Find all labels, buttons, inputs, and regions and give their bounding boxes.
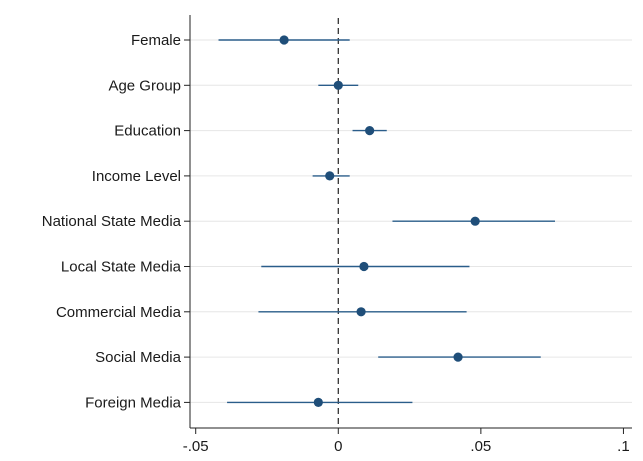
point-estimate [453, 352, 463, 362]
category-label: Local State Media [61, 259, 182, 276]
x-tick-label: -.05 [183, 438, 209, 455]
category-label: Income Level [92, 168, 181, 185]
point-estimate [313, 397, 323, 407]
category-label: Commercial Media [56, 304, 182, 321]
x-tick-label: .05 [470, 438, 491, 455]
labels: -.05 0 .05 .1 Female Age Group Education Income… [42, 32, 630, 455]
point-estimate [359, 261, 369, 272]
point-estimate [470, 216, 480, 226]
axes [184, 15, 632, 434]
data-marks [218, 35, 556, 407]
point-estimate [356, 307, 366, 317]
category-label: Foreign Media [85, 394, 182, 411]
point-estimate [333, 80, 343, 90]
x-tick-label: .1 [617, 438, 630, 455]
point-estimate [279, 35, 289, 45]
category-label: National State Media [42, 213, 182, 230]
category-label: Education [114, 123, 181, 140]
category-label: Age Group [108, 77, 181, 94]
category-label: Female [131, 32, 181, 49]
category-label: Social Media [95, 349, 182, 366]
x-tick-label: 0 [334, 438, 342, 455]
point-estimate [325, 171, 335, 181]
point-estimate [365, 126, 375, 136]
